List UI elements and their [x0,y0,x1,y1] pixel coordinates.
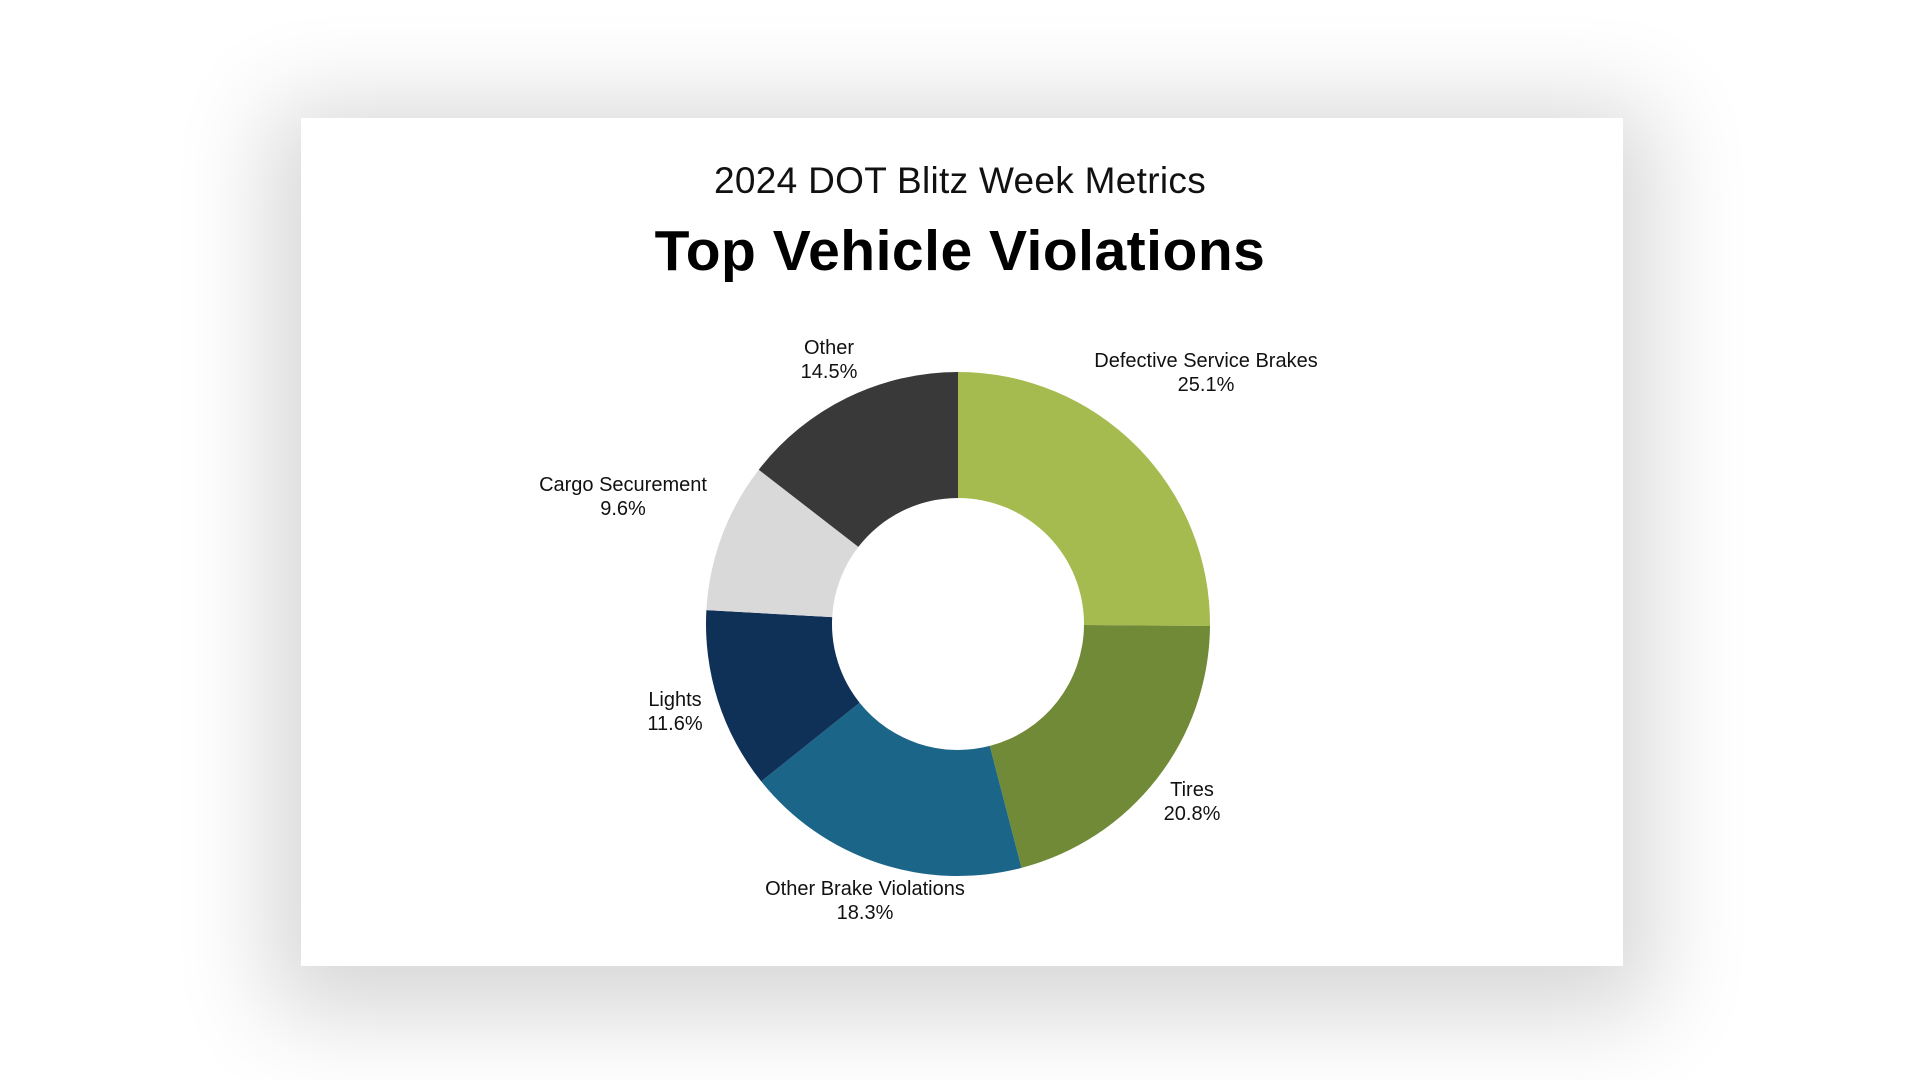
slice-label-name: Lights [648,689,701,711]
slice-label-name: Other [804,337,854,359]
chart-title: Top Vehicle Violations [654,219,1266,283]
slice-label-value: 18.3% [837,902,894,924]
slice-label-value: 20.8% [1164,803,1221,825]
slice-cargo-securement [706,469,859,618]
slice-label-name: Defective Service Brakes [1094,350,1317,372]
chart-subtitle: 2024 DOT Blitz Week Metrics [714,160,1206,201]
slice-label-name: Tires [1170,779,1214,801]
slice-label-value: 9.6% [600,498,646,520]
slice-other-brake-violations [761,702,1022,876]
slice-tires [989,624,1210,868]
slice-other [758,372,958,547]
slice-label-value: 11.6% [647,713,702,735]
slice-label-value: 25.1% [1178,374,1235,396]
slice-label-value: 14.5% [801,361,858,383]
slice-label-name: Cargo Securement [539,474,707,496]
slice-defective-service-brakes [958,372,1210,626]
slice-label-name: Other Brake Violations [765,878,965,900]
slice-lights [706,610,860,782]
